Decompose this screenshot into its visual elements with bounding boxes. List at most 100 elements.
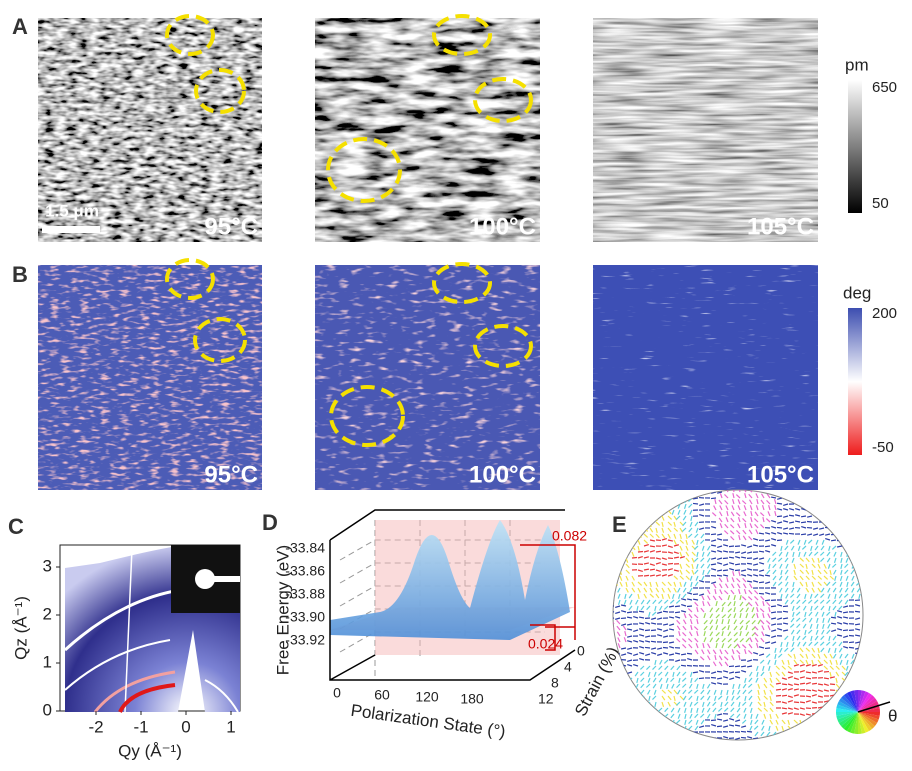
vector [801,504,806,505]
vector [806,678,811,679]
vector [653,720,656,724]
vector [695,492,698,496]
vector [842,690,846,694]
vector [609,708,614,709]
z-tick-label: 0 [577,643,585,659]
vector [723,558,728,559]
vector [851,524,854,528]
vector [826,501,830,504]
vector [647,498,650,502]
vector [848,488,850,492]
vector [797,738,800,742]
vector [654,714,656,719]
vector [783,618,788,619]
vector [860,487,861,492]
panel-c: C Qz (Å⁻¹) Qy (Å⁻¹) 0123-2-101 [8,514,240,761]
vector [840,524,842,528]
vector [611,540,614,544]
vector [848,684,851,688]
vector [852,666,854,671]
vector [648,720,650,724]
x-tick-label: 120 [415,689,439,705]
temperature: 100°C [469,213,536,240]
vector [859,529,860,534]
vector [723,570,728,571]
vector [631,522,632,527]
vector [620,552,621,557]
vector [806,732,807,737]
z-tick-label: 12 [538,691,554,707]
vector [611,710,614,714]
vector [641,696,644,700]
vector [621,689,626,690]
vector [662,492,664,497]
vector [825,738,830,739]
temperature: 95°C [204,461,258,488]
vector [647,708,650,712]
vector [614,576,616,581]
vector [621,719,626,720]
vector [735,564,740,565]
vector [818,726,820,730]
vector [765,600,770,601]
vector [854,499,855,504]
vector [777,516,782,517]
annotation: 0.082 [552,528,587,544]
vector [641,702,644,706]
vector [831,617,836,618]
vector [813,492,818,493]
vector [699,737,704,738]
vector [759,593,764,594]
vector [711,534,716,535]
vector [629,728,632,732]
vector [681,665,686,666]
vector [832,494,836,498]
vector [665,498,668,502]
vector [848,506,852,510]
vector [628,702,632,705]
vector [653,726,656,730]
vector [833,512,836,516]
vector [612,493,614,498]
vector [687,606,692,607]
vector [842,507,846,510]
vector [800,702,805,703]
vector [782,695,787,696]
temperature: 100°C [469,461,536,488]
vector [663,611,668,612]
vector [653,504,656,508]
vector [661,504,662,509]
vector [699,678,704,679]
phase-texture [593,265,818,490]
vector [860,511,862,516]
vector [656,551,661,552]
vector [860,734,863,738]
vector [783,497,788,498]
vector [835,487,836,492]
vector [842,501,846,504]
vector [627,725,632,726]
vector [693,503,698,504]
vector [801,516,806,517]
y-tick-label: -33.86 [285,563,325,579]
vector [828,518,830,522]
vector [849,552,854,553]
vector [644,522,648,525]
vector [809,732,812,736]
vector [771,612,776,613]
temperature: 105°C [747,461,814,488]
vector [635,492,638,496]
x-tick-label: 1 [226,717,235,736]
vector [823,505,824,510]
vector [782,684,787,685]
vector [633,726,638,727]
vector [615,504,620,505]
vector [852,678,854,683]
vector [777,503,782,504]
vector [687,665,692,666]
vector [859,672,860,677]
vector [786,738,788,743]
vector [812,683,817,684]
vector [783,606,788,607]
colorbar [848,80,862,213]
